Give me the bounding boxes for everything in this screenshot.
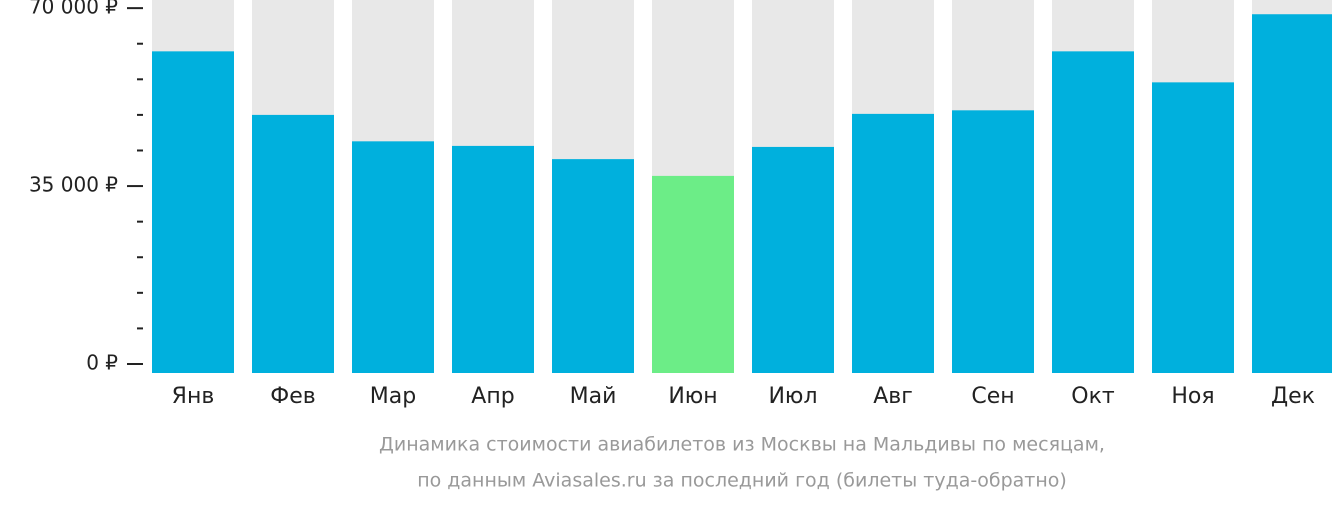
x-tick-label: Июн (668, 384, 717, 409)
bar (452, 145, 534, 373)
x-tick-label: Окт (1071, 384, 1115, 409)
caption: Динамика стоимости авиабилетов из Москвы… (379, 434, 1105, 456)
y-tick-label: 0 ₽ (86, 351, 118, 375)
bar (1052, 51, 1134, 373)
x-tick-label: Сен (971, 384, 1014, 409)
bar (552, 159, 634, 373)
x-tick-label: Янв (172, 384, 215, 409)
y-tick-label: 35 000 ₽ (29, 173, 118, 197)
bar (152, 51, 234, 373)
bar (652, 175, 734, 373)
bar (252, 114, 334, 373)
x-tick-label: Мар (370, 384, 416, 409)
x-tick-label: Ноя (1171, 384, 1214, 409)
bar (952, 110, 1034, 374)
x-tick-label: Июл (768, 384, 817, 409)
x-tick-label: Апр (471, 384, 514, 409)
x-tick-label: Май (570, 384, 617, 409)
x-tick-label: Авг (873, 384, 913, 409)
x-tick-label: Фев (270, 384, 315, 409)
bar (1252, 14, 1332, 373)
caption: по данным Aviasales.ru за последний год … (417, 470, 1067, 492)
bar (852, 113, 934, 373)
y-tick-label: 70 000 ₽ (29, 0, 118, 19)
bar (352, 141, 434, 373)
bar (752, 146, 834, 373)
bar (1152, 82, 1234, 373)
x-tick-label: Дек (1271, 384, 1315, 409)
